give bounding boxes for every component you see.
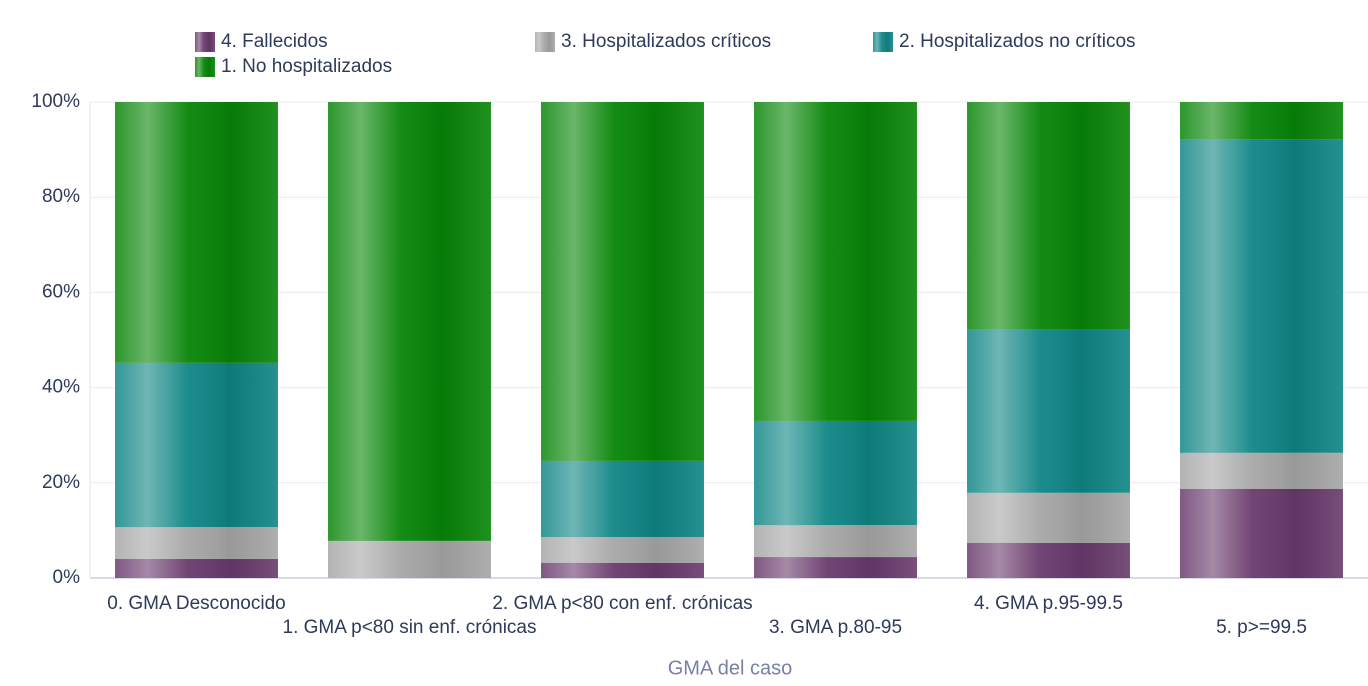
bar-shine [754, 557, 917, 578]
y-tick-label: 0% [53, 567, 81, 588]
bar-shine [1180, 488, 1343, 578]
bar-shine [967, 492, 1130, 543]
x-tick-label: 0. GMA Desconocido [107, 593, 285, 614]
x-axis-title: GMA del caso [668, 657, 793, 679]
x-tick-label: 2. GMA p<80 con enf. crónicas [492, 593, 752, 614]
bar-shine [967, 542, 1130, 578]
x-tick-label: 4. GMA p.95-99.5 [974, 593, 1123, 614]
bar-shine [328, 102, 491, 541]
bar-shine [541, 562, 704, 578]
legend-label: 1. No hospitalizados [221, 56, 392, 77]
bar-shine [541, 102, 704, 461]
bar-shine [1180, 102, 1343, 140]
bar-shine [115, 558, 278, 578]
legend-shine [195, 32, 215, 52]
x-tick-label: 5. p>=99.5 [1216, 617, 1307, 638]
bar-shine [541, 537, 704, 563]
y-tick-label: 60% [42, 281, 80, 302]
y-tick-label: 20% [42, 472, 80, 493]
bar-shine [754, 525, 917, 558]
bar-shine [754, 102, 917, 421]
y-tick-label: 40% [42, 377, 80, 398]
bar-shine [967, 329, 1130, 493]
bar-shine [115, 527, 278, 559]
legend-shine [195, 57, 215, 77]
bar-shine [967, 102, 1130, 330]
legend-shine [873, 32, 893, 52]
x-tick-label: 1. GMA p<80 sin enf. crónicas [283, 617, 537, 638]
legend-label: 2. Hospitalizados no críticos [899, 31, 1136, 52]
legend-label: 4. Fallecidos [221, 31, 328, 52]
legend-label: 3. Hospitalizados críticos [561, 31, 771, 52]
bar-shine [115, 102, 278, 363]
legend-shine [535, 32, 555, 52]
bar-shine [541, 460, 704, 538]
bar-shine [1180, 452, 1343, 489]
y-tick-label: 80% [42, 186, 80, 207]
y-tick-label: 100% [31, 91, 80, 112]
bar-shine [115, 362, 278, 528]
bar-shine [754, 420, 917, 526]
bar-shine [328, 540, 491, 578]
bar-shine [1180, 139, 1343, 453]
x-tick-label: 3. GMA p.80-95 [769, 617, 902, 638]
